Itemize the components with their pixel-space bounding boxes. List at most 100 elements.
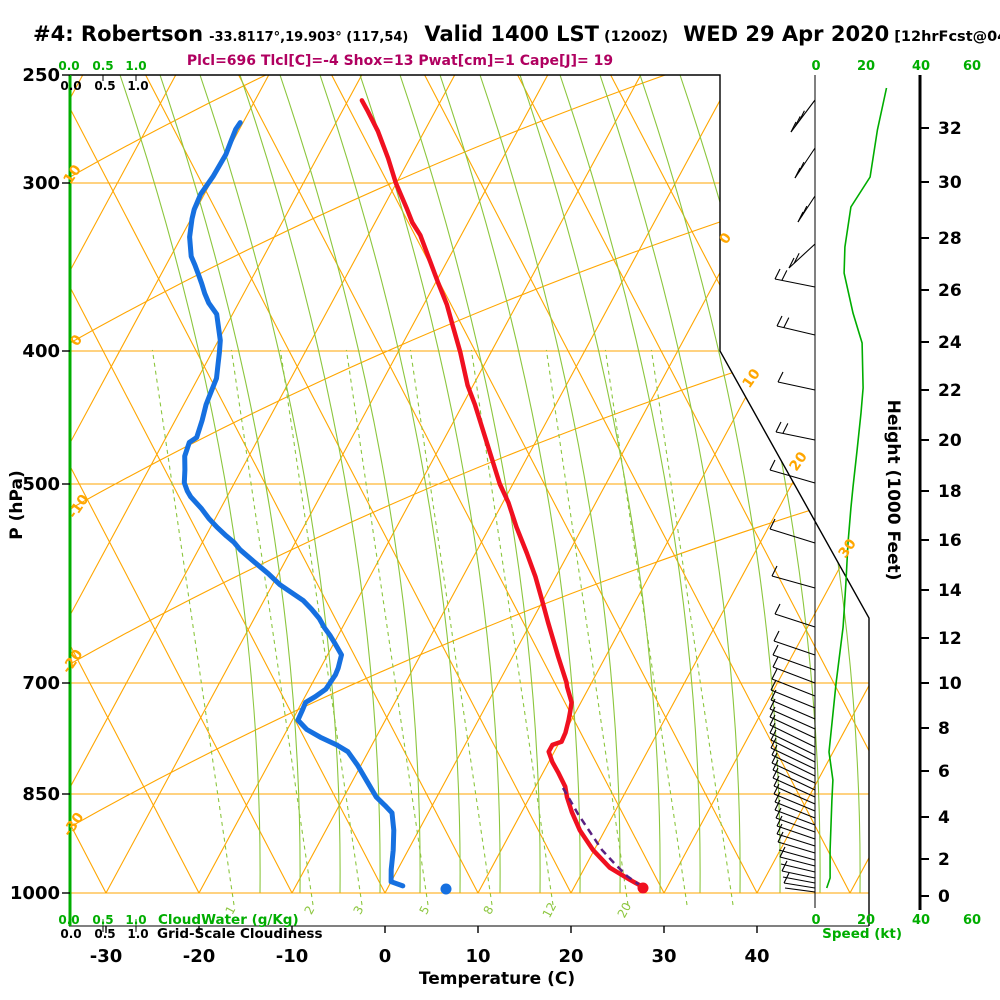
temperature-tick-label: 10 xyxy=(465,946,490,967)
isotherm-line xyxy=(70,75,177,893)
wind-barb-feather xyxy=(773,630,780,642)
cloud-scale-green-top: 0.5 xyxy=(92,59,113,73)
speed-scale-bottom-label: 60 xyxy=(963,913,981,928)
sounding-curves xyxy=(181,98,649,895)
wind-barb-staff xyxy=(781,870,816,879)
adiabat-line xyxy=(145,75,572,893)
moist-adiabat-line xyxy=(199,75,341,893)
wind-barb-staff xyxy=(775,817,816,833)
moist-adiabat-line xyxy=(479,75,621,893)
wind-barb-staff xyxy=(769,469,816,484)
isotherm-label: 10 xyxy=(740,366,764,391)
pressure-tick-label: 400 xyxy=(22,341,60,362)
speed-scale-bottom-label: 0 xyxy=(811,913,820,928)
mixing-ratio-line xyxy=(604,349,688,906)
mixing-ratio-label: 12 xyxy=(540,900,560,920)
wind-barb-feather xyxy=(801,205,808,217)
pressure-axis-label: P (hPa) xyxy=(7,470,27,540)
height-tick-label: 26 xyxy=(938,281,962,301)
speed-scale-bottom-label: 20 xyxy=(857,913,875,928)
temperature-tick-label: 30 xyxy=(651,946,676,967)
wind-barb-staff xyxy=(778,849,816,861)
wind-barb-staff xyxy=(776,825,816,840)
wind-barb-feather xyxy=(779,846,786,858)
isotherm-label: 0 xyxy=(716,230,735,247)
wind-barb-staff xyxy=(771,754,816,777)
height-tick-label: 2 xyxy=(938,850,950,870)
moist-adiabat-line xyxy=(439,75,581,893)
wind-barb-feather xyxy=(775,421,782,433)
adiabat-curve xyxy=(70,75,869,344)
adiabat-line xyxy=(70,75,293,893)
speed-scale-top-label: 20 xyxy=(857,59,875,74)
title-bar: #4: Robertson -33.8117°,19.903° (117,54)… xyxy=(33,22,1000,46)
wind-barb-feather xyxy=(790,121,797,133)
wind-barb-feather xyxy=(793,253,800,264)
wind-barb-feather xyxy=(773,775,780,787)
wind-barb-feather xyxy=(769,459,776,471)
adiabat-curve xyxy=(70,75,869,178)
height-tick-label: 4 xyxy=(938,808,950,828)
wind-barb-staff xyxy=(777,841,816,854)
isotherm-line xyxy=(291,75,735,893)
height-axis-label: Height (1000 Feet) xyxy=(883,400,903,581)
mixing-ratio-line xyxy=(279,349,363,906)
temperature-curve xyxy=(359,98,646,890)
parcel-path xyxy=(561,787,642,888)
wind-barb-staff xyxy=(770,747,816,770)
speed-scale-top-label: 60 xyxy=(963,59,981,74)
adiabat-label: -20 xyxy=(59,647,87,677)
wind-barb-staff xyxy=(773,785,816,805)
wind-barb-feather xyxy=(770,679,777,691)
isotherm-line xyxy=(663,75,869,893)
temperature-tick-label: 0 xyxy=(379,946,392,967)
adiabat-line xyxy=(517,75,869,893)
moist-adiabat-line xyxy=(119,75,261,893)
height-tick-label: 20 xyxy=(938,431,962,451)
wind-barb-feather xyxy=(772,767,779,779)
wind-barb-staff xyxy=(773,640,816,656)
wind-barb-feather xyxy=(797,211,804,223)
background-grid xyxy=(70,75,869,893)
wind-barb-staff xyxy=(775,431,816,441)
wind-barb-feather xyxy=(798,110,805,122)
valid-time: Valid 1400 LST xyxy=(424,22,599,46)
wind-barb-feather xyxy=(782,423,789,434)
height-tick-label: 22 xyxy=(938,381,962,401)
wind-barb-feather xyxy=(769,722,776,734)
wind-barb-staff xyxy=(772,666,816,684)
wind-barb-staff xyxy=(769,528,816,544)
moist-adiabat-line xyxy=(399,75,541,893)
speed-axis-label: Speed (kt) xyxy=(822,926,902,942)
wind-barb-staff xyxy=(774,801,816,819)
mixing-ratio-line xyxy=(545,349,629,906)
cloud-scale-black-top: 0.0 xyxy=(60,79,81,93)
height-tick-label: 12 xyxy=(938,629,962,649)
pressure-tick-label: 850 xyxy=(22,784,60,805)
temperature-tick-label: -10 xyxy=(276,946,309,967)
adiabat-curve xyxy=(70,491,869,828)
wind-barb-staff xyxy=(779,856,816,867)
wind-barb-feather xyxy=(783,317,790,328)
isotherm-line xyxy=(70,75,456,893)
wind-barb-staff xyxy=(771,678,816,697)
wind-barb-feather xyxy=(770,737,777,749)
wind-barb-staff xyxy=(769,716,816,739)
wind-barb-staff xyxy=(797,195,816,223)
wind-barb-feather xyxy=(798,161,805,173)
wind-barb-feather xyxy=(769,706,776,718)
speed-scale-top-label: 0 xyxy=(811,59,820,74)
wind-barb-staff xyxy=(790,99,816,133)
wind-barb-feather xyxy=(794,116,801,127)
cloud-scale-black-bottom: 0.5 xyxy=(94,927,115,941)
height-tick-label: 6 xyxy=(938,762,950,782)
surface-dewpoint-dot xyxy=(440,883,452,895)
mixing-ratio-line xyxy=(650,349,734,906)
wind-barb-staff xyxy=(769,708,816,730)
wind-barb-feather xyxy=(776,823,783,835)
moist-adiabat-line xyxy=(559,75,701,893)
height-tick-label: 0 xyxy=(938,887,950,907)
height-tick-label: 14 xyxy=(938,581,962,601)
wind-barb-staff xyxy=(774,278,816,288)
